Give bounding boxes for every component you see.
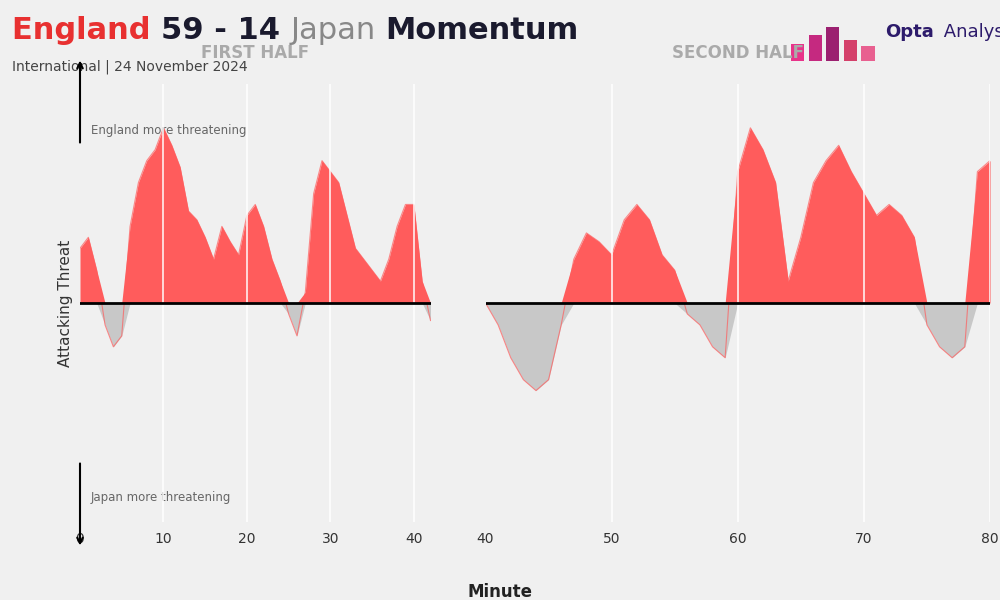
Text: Momentum: Momentum (385, 16, 579, 45)
Bar (844, 40, 857, 61)
Bar (861, 46, 875, 61)
Text: Opta: Opta (886, 23, 934, 41)
Text: Japan more threatening: Japan more threatening (91, 491, 231, 505)
Text: England: England (12, 16, 161, 45)
Text: International | 24 November 2024: International | 24 November 2024 (12, 59, 247, 74)
Text: Analyst: Analyst (938, 23, 1000, 41)
Bar (809, 35, 822, 61)
Text: FIRST HALF: FIRST HALF (201, 44, 309, 62)
Text: England more threatening: England more threatening (91, 124, 246, 137)
Text: Japan: Japan (290, 16, 385, 45)
Text: SECOND HALF: SECOND HALF (672, 44, 804, 62)
Y-axis label: Attacking Threat: Attacking Threat (58, 239, 73, 367)
Text: Minute: Minute (468, 583, 532, 600)
Bar (791, 44, 804, 61)
Text: 59 - 14: 59 - 14 (161, 16, 290, 45)
Bar (826, 26, 839, 61)
